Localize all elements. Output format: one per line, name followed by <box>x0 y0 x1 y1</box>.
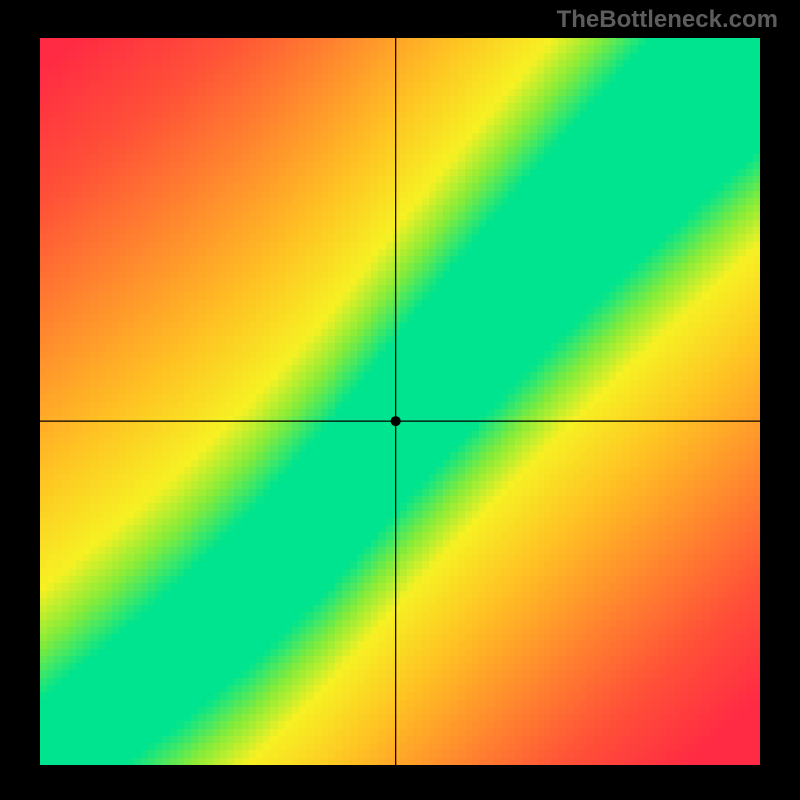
watermark-text: TheBottleneck.com <box>557 6 778 34</box>
bottleneck-heatmap <box>0 0 800 800</box>
